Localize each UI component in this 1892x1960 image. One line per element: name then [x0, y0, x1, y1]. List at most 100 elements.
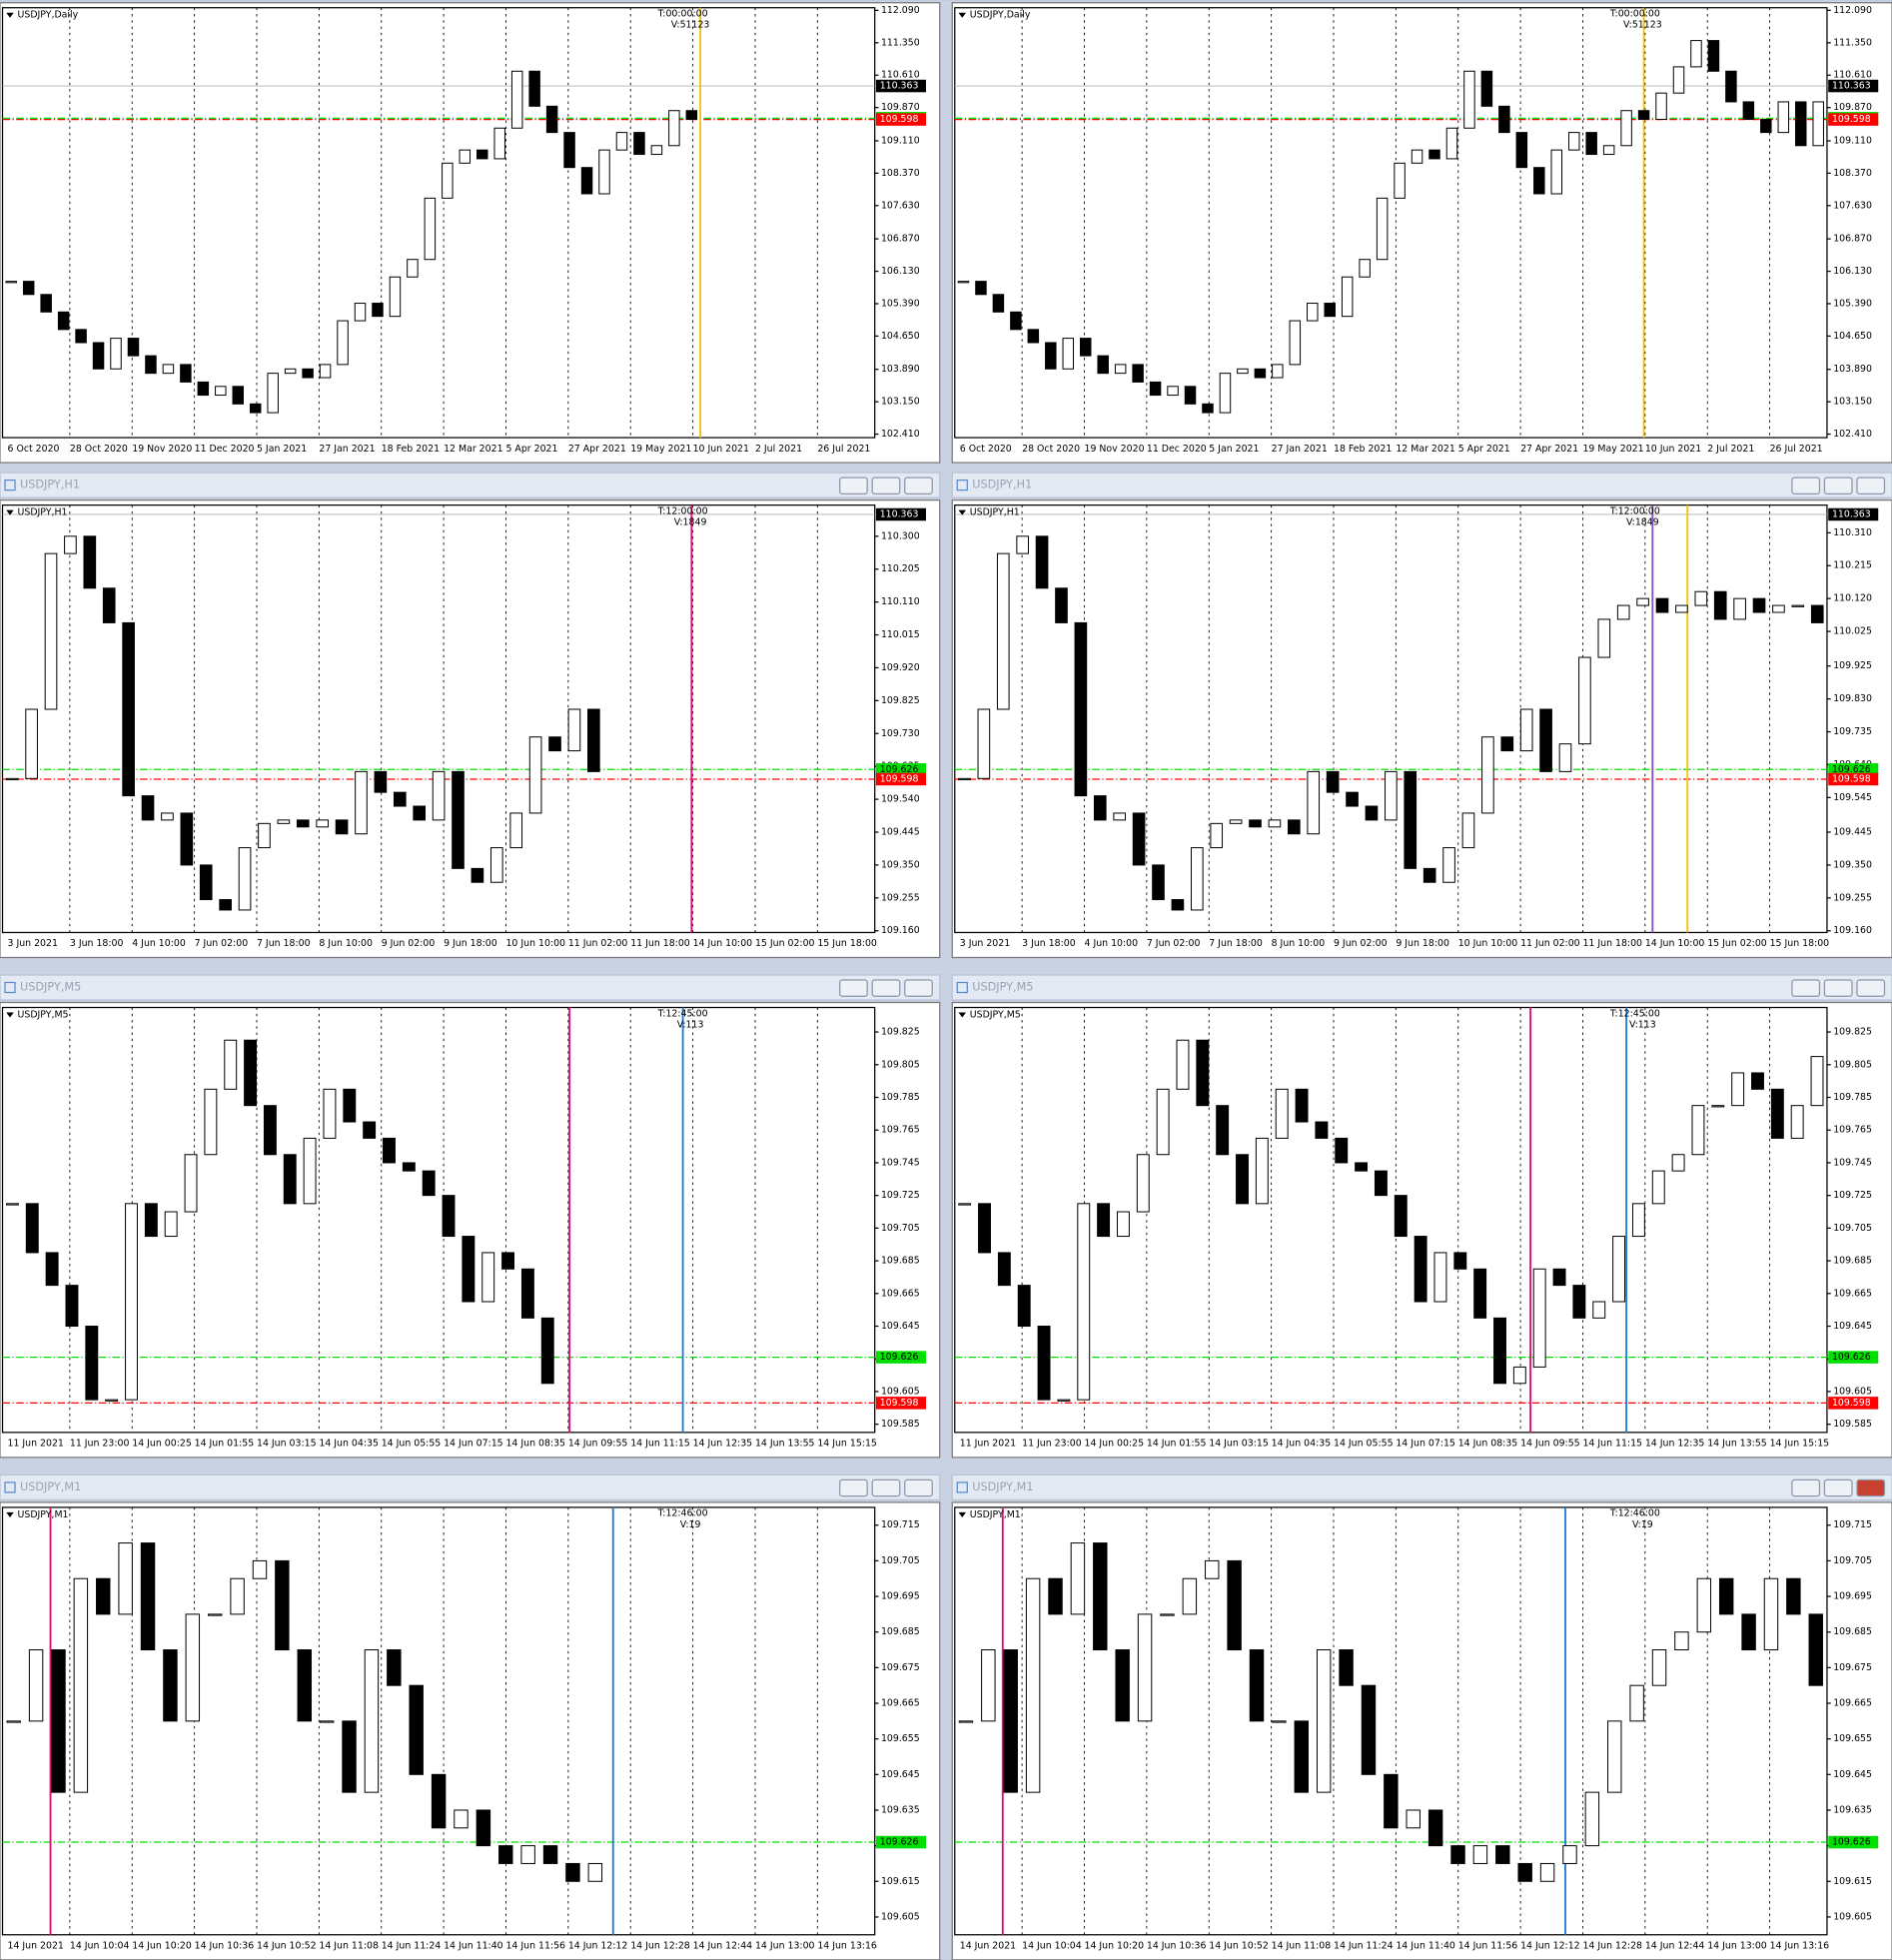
candle: [1097, 355, 1109, 375]
x-tick-label: 14 Jun 13:00: [1707, 1941, 1767, 1952]
candle: [424, 197, 437, 261]
x-tick-label: 11 Jun 2021: [8, 1439, 64, 1450]
y-tick-label: 109.665: [881, 1288, 920, 1299]
x-tick-label: 14 Jun 10:52: [257, 1941, 317, 1952]
window-title: USDJPY,M5: [20, 981, 81, 994]
close-button[interactable]: [904, 1478, 933, 1497]
x-tick-label: 4 Jun 10:00: [1085, 938, 1139, 949]
info-time: T:12:00:00: [1609, 505, 1660, 516]
y-tick-label: 109.605: [1833, 1386, 1872, 1397]
y-tick-label: 110.110: [881, 596, 920, 607]
close-button[interactable]: [1856, 979, 1886, 997]
candle: [1512, 1366, 1526, 1385]
x-tick-label: 14 Jun 13:16: [817, 1941, 877, 1952]
candle: [1453, 1252, 1467, 1270]
candle: [409, 1684, 424, 1775]
candle: [1427, 1809, 1443, 1847]
candle: [1137, 1613, 1153, 1722]
x-tick-label: 9 Jun 18:00: [1396, 938, 1449, 949]
candle: [958, 1720, 974, 1723]
candle: [180, 812, 194, 866]
candle: [1167, 386, 1179, 397]
info-time: T:12:46:00: [1609, 1508, 1660, 1519]
candle: [489, 847, 503, 883]
plot-area: [1, 1506, 876, 1936]
x-tick-label: 10 Jun 10:00: [1458, 938, 1518, 949]
y-tick-label: 106.870: [1833, 234, 1872, 245]
candle: [685, 110, 698, 120]
candle: [459, 149, 472, 164]
price-label-box: [875, 79, 926, 93]
restore-button[interactable]: [871, 477, 901, 494]
y-tick-label: 109.745: [881, 1157, 920, 1168]
x-tick-label: 14 Jun 13:00: [755, 1941, 815, 1952]
minimize-button[interactable]: [1791, 979, 1821, 997]
candle: [1307, 770, 1321, 835]
title-bar: [951, 974, 1892, 1001]
restore-button[interactable]: [1823, 979, 1853, 997]
candle: [1335, 1137, 1349, 1164]
candle: [1515, 132, 1528, 169]
y-tick-label: 109.685: [1833, 1626, 1872, 1637]
close-button[interactable]: [904, 477, 933, 494]
candle: [1307, 303, 1319, 322]
candle: [633, 132, 645, 156]
window-icon: [956, 1481, 968, 1493]
close-button[interactable]: [1856, 1478, 1886, 1497]
x-tick-label: 5 Jan 2021: [1209, 444, 1259, 455]
candle: [997, 1252, 1011, 1287]
candle: [1346, 791, 1359, 807]
candle: [85, 1326, 99, 1401]
minimize-button[interactable]: [1791, 1478, 1821, 1497]
candle: [303, 1137, 317, 1205]
candle: [1422, 867, 1436, 883]
restore-button[interactable]: [871, 979, 901, 997]
y-tick-label: 102.410: [881, 429, 920, 440]
candle: [1070, 1542, 1086, 1615]
candle: [296, 819, 310, 828]
price-label: 110.363: [1832, 508, 1871, 519]
restore-button[interactable]: [1823, 1478, 1853, 1497]
x-tick-label: 14 Jun 11:15: [1582, 1439, 1642, 1450]
candle: [1671, 1154, 1685, 1172]
restore-button[interactable]: [871, 1478, 901, 1497]
x-tick-label: 12 Mar 2021: [1396, 444, 1454, 455]
x-tick-label: 3 Jun 18:00: [1022, 938, 1076, 949]
candle: [1411, 149, 1423, 164]
collapse-arrow: [958, 1012, 967, 1018]
candle: [5, 281, 17, 284]
minimize-button[interactable]: [839, 477, 868, 494]
candle: [164, 1211, 178, 1238]
candle: [563, 132, 575, 169]
candle: [323, 1088, 337, 1139]
x-tick-label: 14 Jun 11:08: [1272, 1941, 1332, 1952]
info-volume: V:19: [680, 1519, 701, 1530]
candle: [1074, 621, 1088, 797]
x-tick-label: 28 Oct 2020: [70, 444, 128, 455]
minimize-button[interactable]: [839, 1478, 868, 1497]
x-tick-label: 27 Apr 2021: [568, 444, 626, 455]
restore-button[interactable]: [1823, 477, 1853, 494]
y-tick-label: 109.665: [1833, 1698, 1872, 1709]
level-label: 109.626: [1832, 1837, 1871, 1848]
close-button[interactable]: [904, 979, 933, 997]
x-tick-label: 14 Jun 07:15: [444, 1439, 503, 1450]
candle: [1355, 1162, 1369, 1172]
candle: [127, 338, 140, 357]
level-label-box: [1828, 113, 1879, 126]
candle: [1055, 587, 1068, 623]
y-tick-label: 109.655: [1833, 1733, 1872, 1744]
candle: [1268, 819, 1282, 828]
minimize-button[interactable]: [1791, 477, 1821, 494]
x-tick-label: 15 Jun 18:00: [1770, 938, 1830, 949]
close-button[interactable]: [1856, 477, 1886, 494]
x-tick-label: 14 Jun 11:24: [1334, 1941, 1394, 1952]
candle: [184, 1154, 198, 1213]
price-label: 110.363: [880, 81, 919, 92]
y-tick-label: 109.350: [1833, 859, 1872, 870]
candle: [22, 281, 35, 296]
minimize-button[interactable]: [839, 979, 868, 997]
candle: [1394, 162, 1406, 199]
collapse-arrow: [958, 12, 967, 18]
x-tick-label: 19 May 2021: [1582, 444, 1643, 455]
